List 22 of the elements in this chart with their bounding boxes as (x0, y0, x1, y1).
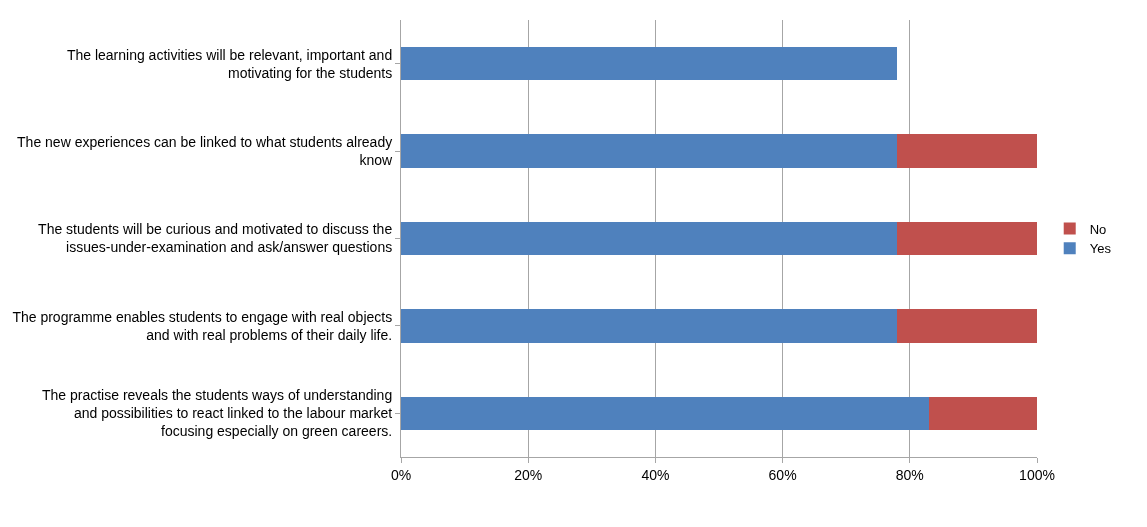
x-tick-label: 100% (1019, 466, 1055, 483)
legend-label: Yes (1089, 241, 1112, 257)
y-tick-label: The learning activities will be relevant, important and motivating for the students (66, 46, 393, 81)
y-tick-label: The new experiences can be linked to what students already know (17, 133, 394, 169)
bar (401, 134, 898, 168)
x-tick-label: 20% (514, 466, 543, 483)
bar (401, 396, 929, 430)
bar (897, 221, 1037, 256)
bar (401, 309, 898, 343)
x-tick-label: 40% (641, 466, 670, 483)
bar (897, 309, 1037, 343)
y-tick-label: The students will be curious and motivated to discuss the issues-under-examination and ask/answer questions (38, 221, 393, 256)
bar (928, 396, 1037, 430)
bar (401, 47, 898, 81)
legend-label: No (1089, 221, 1107, 237)
y-tick-label: The practise reveals the students ways of understanding and possibilities to react linked to the labour market focusing especially on green careers. (42, 387, 393, 440)
y-tick-label: The programme enables students to engage with real objects and with real problems of their daily life. (12, 308, 393, 343)
x-tick-label: 80% (895, 466, 924, 483)
x-tick-label: 0% (390, 466, 412, 483)
bar (401, 221, 898, 256)
bar (897, 134, 1037, 168)
x-tick-label: 60% (768, 466, 797, 483)
